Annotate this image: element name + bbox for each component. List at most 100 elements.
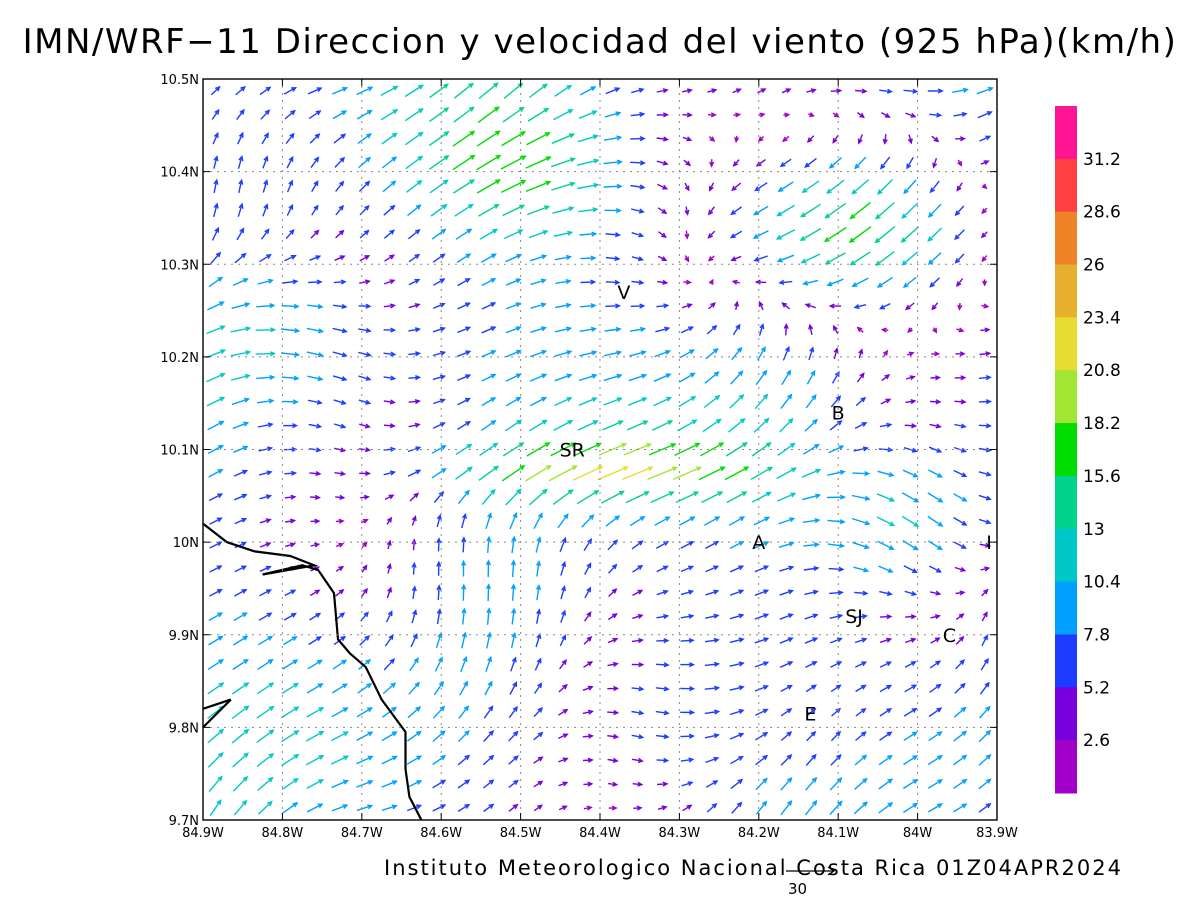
wind-vector (428, 155, 450, 170)
wind-vector (904, 302, 915, 311)
wind-vector (209, 565, 223, 573)
wind-vector (608, 805, 618, 811)
wind-vector (880, 156, 891, 170)
wind-vector (584, 586, 592, 599)
wind-vector (237, 131, 244, 145)
wind-vector (830, 661, 843, 668)
wind-vector (657, 255, 668, 262)
wind-vector (356, 780, 374, 788)
wind-vector (457, 803, 471, 812)
lon-tick-label: 84.3W (658, 826, 700, 841)
wind-vector (381, 706, 398, 718)
wind-vector (658, 231, 667, 238)
wind-vector (901, 492, 920, 503)
wind-vector (457, 420, 472, 430)
wind-vector (553, 230, 574, 237)
wind-vector (978, 754, 992, 766)
wind-vector (560, 560, 567, 576)
lon-tick-label: 84.6W (420, 826, 462, 841)
wind-vector (285, 229, 295, 240)
wind-vector (956, 278, 964, 288)
wind-vector (630, 184, 646, 190)
wind-vector (559, 536, 567, 553)
wind-vector (476, 179, 502, 194)
wind-vector (929, 112, 943, 118)
wind-vector (484, 680, 493, 696)
wind-vector (656, 136, 669, 142)
wind-vector (830, 88, 843, 94)
colorbar-swatch (1055, 264, 1077, 318)
wind-vector (431, 228, 447, 240)
wind-vector (729, 661, 745, 667)
colorbar-label: 13 (1083, 520, 1105, 540)
wind-vector (781, 135, 790, 143)
wind-vector (849, 202, 871, 220)
lat-tick-label: 9.8N (169, 721, 199, 736)
wind-vector (237, 155, 244, 169)
wind-vector (281, 753, 300, 767)
wind-vector (231, 302, 251, 309)
wind-vector (206, 373, 226, 383)
wind-vector (306, 803, 324, 813)
lat-tick-label: 10.1N (160, 444, 199, 459)
wind-vector (607, 563, 618, 574)
wind-vector (284, 254, 297, 262)
wind-vector (455, 466, 473, 480)
wind-vector (527, 107, 550, 122)
wind-vector (330, 755, 350, 765)
wind-vector (453, 179, 476, 194)
wind-vector (854, 777, 868, 791)
wind-vector (409, 492, 420, 502)
wind-vector (880, 327, 889, 333)
wind-vector (500, 179, 527, 194)
wind-vector (954, 205, 965, 217)
wind-vector (511, 607, 517, 625)
wind-vector (206, 396, 226, 407)
colorbar-label: 2.6 (1083, 731, 1110, 751)
wind-vector (505, 373, 522, 382)
wind-vector (579, 350, 598, 357)
wind-vector (529, 373, 548, 382)
wind-vector (310, 229, 320, 239)
wind-vector (282, 802, 299, 814)
wind-vector (555, 302, 572, 309)
wind-vector (758, 112, 766, 118)
wind-vector (459, 680, 469, 696)
lon-tick-label: 84.2W (738, 826, 780, 841)
wind-vector (876, 493, 896, 502)
wind-vector (461, 607, 467, 625)
wind-vector (508, 779, 519, 789)
wind-vector (577, 158, 600, 166)
wind-vector (709, 182, 715, 192)
latitude-ticks: 10.5N 10.4N 10.3N 10.2N 10.1N 10N 9.9N 9.8N 9.7N (160, 73, 997, 829)
colorbar-label: 15.6 (1083, 467, 1121, 487)
wind-vector (213, 178, 219, 194)
wind-vector (356, 804, 374, 812)
wind-vector (309, 447, 322, 453)
wind-vector (603, 135, 623, 141)
wind-vector (732, 323, 741, 336)
wind-vector (558, 683, 568, 693)
wind-vector (929, 180, 940, 194)
wind-vector (929, 277, 940, 288)
wind-vector (830, 684, 842, 693)
wind-vector (630, 111, 646, 118)
wind-vector (579, 326, 597, 332)
wind-vector (406, 730, 422, 742)
wind-vector (256, 729, 275, 743)
wind-vector (957, 302, 963, 311)
wind-vector (932, 157, 938, 169)
wind-vector (461, 536, 467, 553)
wind-vector (879, 684, 893, 693)
wind-vector (232, 752, 249, 768)
wind-vector (680, 733, 695, 739)
lon-tick-label: 83.9W (976, 826, 1018, 841)
wind-vector (856, 326, 864, 333)
wind-vector (233, 799, 248, 816)
wind-vector (806, 707, 817, 717)
wind-vector (880, 398, 892, 405)
wind-vector (553, 109, 574, 121)
wind-vector (903, 707, 918, 717)
wind-vector (581, 514, 595, 528)
wind-vector (331, 779, 349, 789)
